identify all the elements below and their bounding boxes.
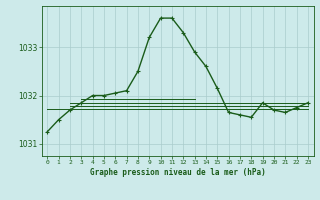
X-axis label: Graphe pression niveau de la mer (hPa): Graphe pression niveau de la mer (hPa): [90, 168, 266, 177]
